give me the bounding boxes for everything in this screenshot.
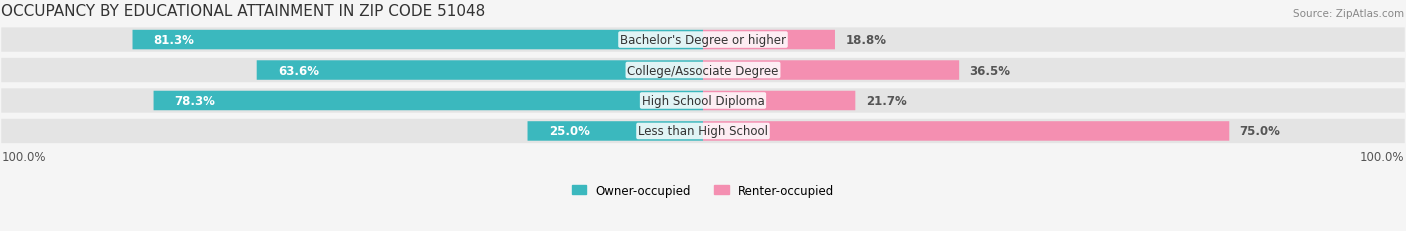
Text: Less than High School: Less than High School <box>638 125 768 138</box>
Text: Source: ZipAtlas.com: Source: ZipAtlas.com <box>1294 9 1405 19</box>
FancyBboxPatch shape <box>153 91 703 111</box>
FancyBboxPatch shape <box>1 59 1405 83</box>
FancyBboxPatch shape <box>132 31 703 50</box>
Text: 36.5%: 36.5% <box>970 64 1011 77</box>
Text: 100.0%: 100.0% <box>1 151 46 164</box>
Text: 63.6%: 63.6% <box>278 64 319 77</box>
Legend: Owner-occupied, Renter-occupied: Owner-occupied, Renter-occupied <box>567 179 839 201</box>
FancyBboxPatch shape <box>1 28 1405 52</box>
FancyBboxPatch shape <box>1 119 1405 143</box>
Text: 18.8%: 18.8% <box>845 34 886 47</box>
FancyBboxPatch shape <box>527 122 703 141</box>
Text: OCCUPANCY BY EDUCATIONAL ATTAINMENT IN ZIP CODE 51048: OCCUPANCY BY EDUCATIONAL ATTAINMENT IN Z… <box>1 4 485 19</box>
Text: 75.0%: 75.0% <box>1240 125 1281 138</box>
Text: 81.3%: 81.3% <box>153 34 194 47</box>
FancyBboxPatch shape <box>703 61 959 80</box>
Text: College/Associate Degree: College/Associate Degree <box>627 64 779 77</box>
FancyBboxPatch shape <box>257 61 703 80</box>
Text: Bachelor's Degree or higher: Bachelor's Degree or higher <box>620 34 786 47</box>
Text: 100.0%: 100.0% <box>1360 151 1405 164</box>
FancyBboxPatch shape <box>703 91 855 111</box>
Text: 78.3%: 78.3% <box>174 94 215 107</box>
Text: High School Diploma: High School Diploma <box>641 94 765 107</box>
FancyBboxPatch shape <box>703 31 835 50</box>
FancyBboxPatch shape <box>703 122 1229 141</box>
FancyBboxPatch shape <box>1 89 1405 113</box>
Text: 21.7%: 21.7% <box>866 94 907 107</box>
Text: 25.0%: 25.0% <box>548 125 589 138</box>
